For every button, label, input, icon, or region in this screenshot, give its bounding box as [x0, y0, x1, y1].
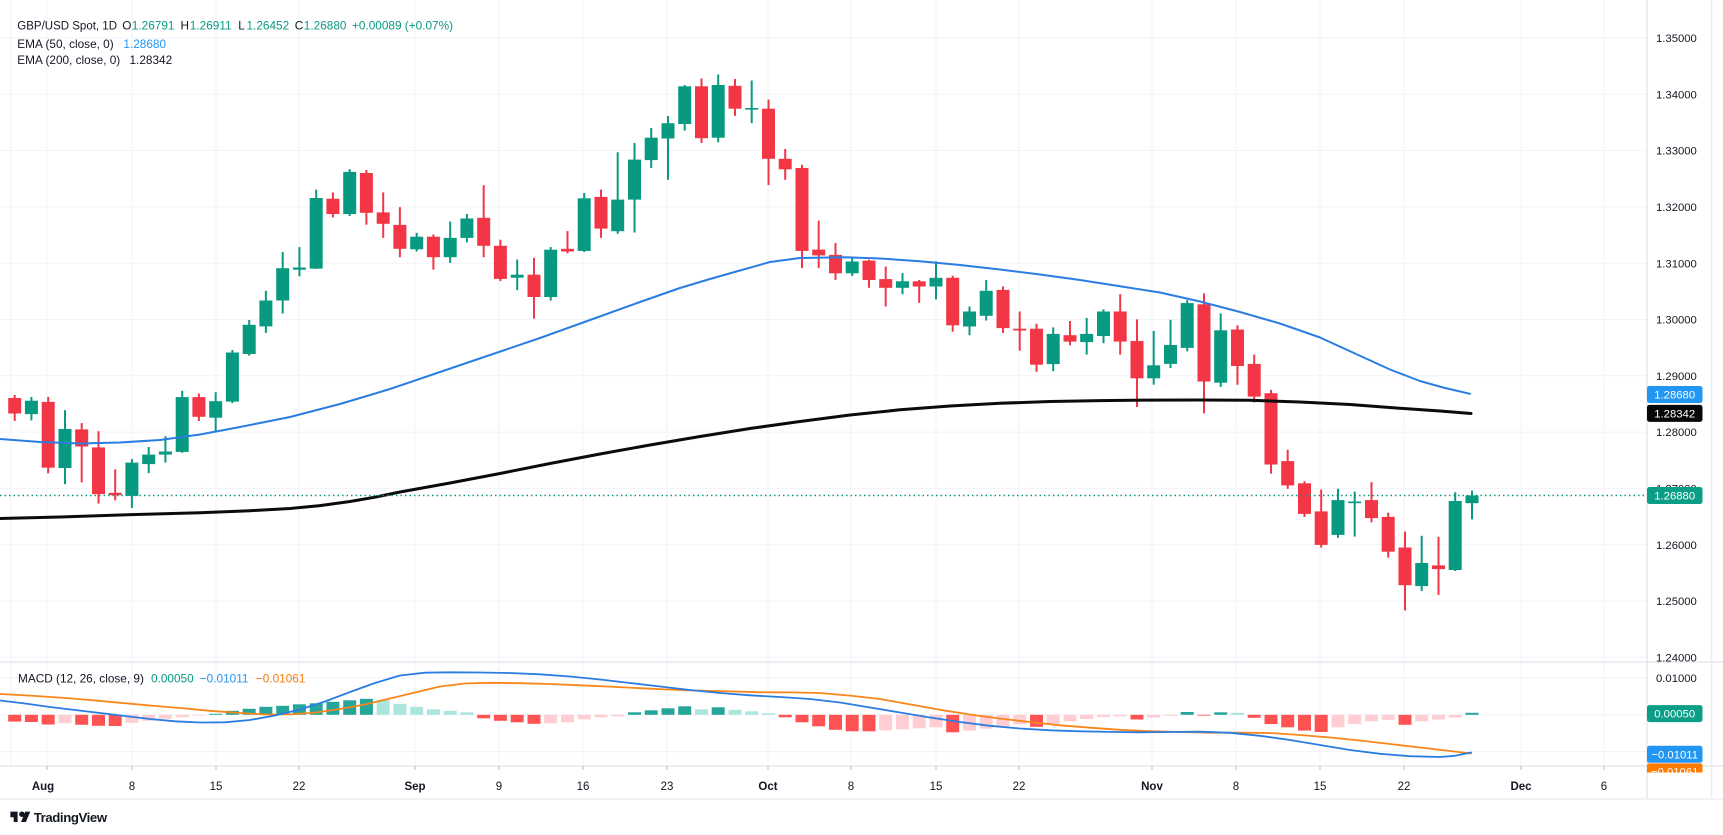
svg-text:0.00050: 0.00050 — [151, 672, 194, 686]
svg-text:Aug: Aug — [32, 781, 54, 793]
svg-text:0.00050: 0.00050 — [1654, 709, 1695, 721]
svg-text:8: 8 — [848, 781, 854, 793]
svg-text:6: 6 — [1601, 781, 1607, 793]
svg-text:1.32000: 1.32000 — [1656, 202, 1697, 214]
svg-text:15: 15 — [930, 781, 943, 793]
svg-text:22: 22 — [1013, 781, 1026, 793]
svg-text:1.26880: 1.26880 — [1654, 491, 1695, 503]
svg-text:O: O — [122, 19, 131, 33]
svg-text:22: 22 — [293, 781, 306, 793]
svg-text:L: L — [238, 19, 245, 33]
svg-text:EMA (200, close, 0): EMA (200, close, 0) — [17, 53, 120, 67]
svg-text:1.25000: 1.25000 — [1656, 596, 1697, 608]
svg-text:1.26880: 1.26880 — [304, 19, 347, 33]
svg-text:1.26452: 1.26452 — [247, 19, 290, 33]
svg-text:1.35000: 1.35000 — [1656, 33, 1697, 45]
svg-text:−0.01011: −0.01011 — [1651, 749, 1698, 761]
svg-text:1.28680: 1.28680 — [1654, 390, 1695, 402]
svg-text:1.30000: 1.30000 — [1656, 315, 1697, 327]
svg-text:1.24000: 1.24000 — [1656, 652, 1697, 664]
svg-text:1.31000: 1.31000 — [1656, 258, 1697, 270]
svg-text:1.28342: 1.28342 — [1654, 409, 1695, 421]
svg-text:0.01000: 0.01000 — [1656, 673, 1697, 685]
svg-text:+0.00089 (+0.07%): +0.00089 (+0.07%) — [352, 19, 453, 33]
svg-text:15: 15 — [210, 781, 223, 793]
svg-text:8: 8 — [1233, 781, 1239, 793]
svg-text:1.26911: 1.26911 — [190, 19, 232, 33]
svg-text:Nov: Nov — [1141, 781, 1163, 793]
svg-text:H: H — [181, 19, 190, 33]
svg-text:16: 16 — [577, 781, 590, 793]
svg-text:15: 15 — [1314, 781, 1327, 793]
svg-text:Dec: Dec — [1510, 781, 1532, 793]
svg-text:1.26791: 1.26791 — [132, 19, 175, 33]
svg-text:−0.01011: −0.01011 — [200, 672, 249, 686]
svg-text:1.28680: 1.28680 — [123, 37, 166, 51]
svg-text:1.28000: 1.28000 — [1656, 427, 1697, 439]
svg-text:1.28342: 1.28342 — [130, 53, 173, 67]
svg-text:1.26000: 1.26000 — [1656, 540, 1697, 552]
svg-text:22: 22 — [1398, 781, 1411, 793]
svg-text:9: 9 — [496, 781, 502, 793]
svg-text:1.34000: 1.34000 — [1656, 89, 1697, 101]
svg-text:MACD (12, 26, close, 9): MACD (12, 26, close, 9) — [18, 672, 144, 686]
svg-text:8: 8 — [129, 781, 135, 793]
svg-text:GBP/USD Spot, 1D: GBP/USD Spot, 1D — [17, 21, 117, 33]
svg-text:−0.01061: −0.01061 — [1651, 766, 1698, 778]
svg-text:C: C — [295, 19, 304, 33]
svg-text:−0.01061: −0.01061 — [256, 672, 306, 686]
svg-text:23: 23 — [661, 781, 674, 793]
svg-text:1.29000: 1.29000 — [1656, 371, 1697, 383]
svg-text:TradingView: TradingView — [34, 810, 108, 825]
svg-text:EMA (50, close, 0): EMA (50, close, 0) — [17, 37, 113, 51]
svg-text:Sep: Sep — [404, 781, 425, 793]
svg-text:Oct: Oct — [758, 781, 777, 793]
svg-text:1.33000: 1.33000 — [1656, 146, 1697, 158]
